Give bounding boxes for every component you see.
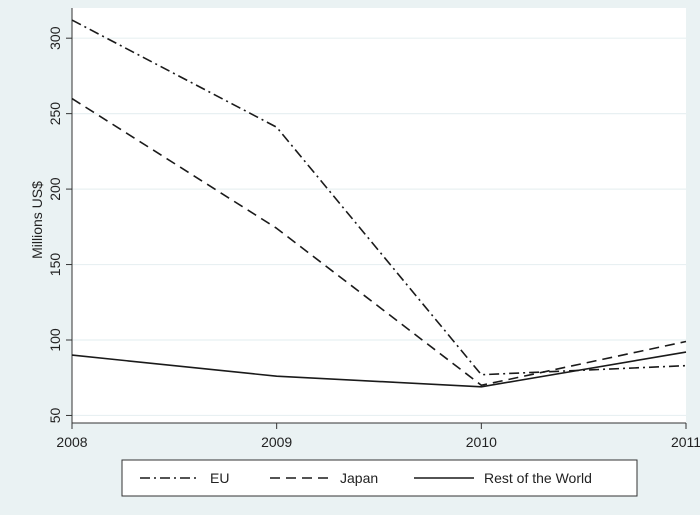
series-lines	[71, 19, 687, 388]
legend-box	[121, 459, 638, 497]
x-tick-label: 2009	[261, 434, 292, 450]
legend-label: Japan	[340, 470, 378, 486]
legend-label: EU	[210, 470, 229, 486]
y-tick-label: 50	[47, 407, 63, 423]
x-tick-label: 2008	[56, 434, 87, 450]
series-line	[71, 351, 687, 388]
y-tick-label: 100	[47, 328, 63, 352]
x-tick-label: 2011	[671, 434, 700, 450]
y-tick-label: 300	[47, 26, 63, 50]
legend-items: EU Japan Rest of the World	[140, 470, 592, 486]
legend: EU Japan Rest of the World	[121, 459, 638, 497]
y-tick-label: 150	[47, 253, 63, 277]
x-axis-ticks: 2008 2009 2010 2011	[56, 423, 700, 450]
y-tick-label: 250	[47, 102, 63, 126]
plot-area	[72, 8, 686, 423]
legend-label: Rest of the World	[484, 470, 592, 486]
y-axis-ticks: 50 100 150 200 250 300	[47, 26, 72, 423]
series-line	[71, 97, 687, 387]
y-tick-label: 200	[47, 177, 63, 201]
x-tick-label: 2010	[466, 434, 497, 450]
gridlines	[72, 37, 686, 417]
y-axis-title: Millions US$	[29, 181, 45, 259]
